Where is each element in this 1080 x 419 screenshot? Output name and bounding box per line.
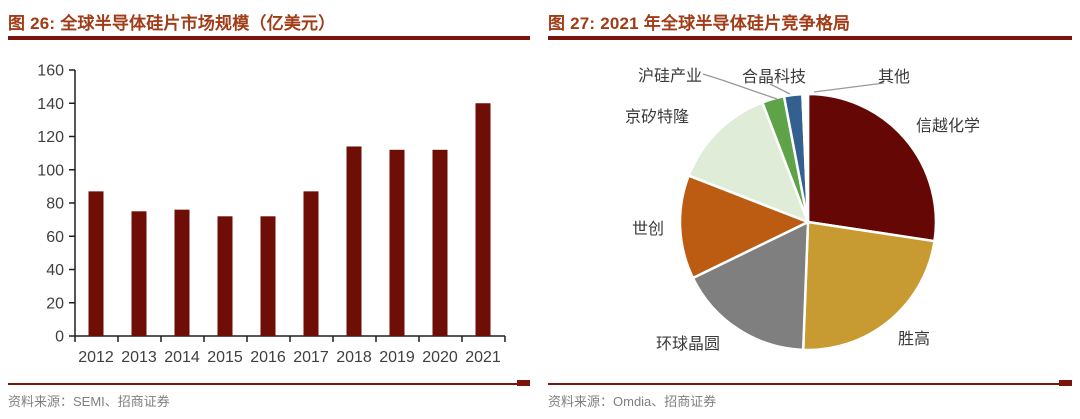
y-axis-tick-label: 20 (46, 295, 64, 312)
y-axis-tick-label: 120 (37, 129, 64, 146)
pie-label-3: 环球晶圆 (656, 336, 721, 353)
figure-27-source-rule (548, 380, 1072, 386)
pie-label-7: 合晶科技 (742, 69, 807, 86)
figure-27-title: 图 27: 2021 年全球半导体硅片竞争格局 (548, 14, 851, 33)
bar-2019 (389, 149, 405, 336)
x-axis-tick-label: 2013 (121, 349, 157, 366)
x-axis-tick-label: 2014 (164, 349, 200, 366)
x-axis-tick-label: 2017 (293, 349, 329, 366)
y-axis-tick-label: 80 (46, 196, 64, 213)
figure-26-rule-endcap (517, 380, 530, 386)
pie-leader-line-3 (813, 82, 885, 93)
pie-leader-line-2 (769, 83, 791, 95)
pie-slice-2 (801, 220, 936, 352)
pie-chart-figure-27 (678, 73, 938, 352)
figure-26-source-rule (8, 380, 530, 386)
figure-26-title-rule (8, 36, 530, 40)
bar-2013 (131, 211, 147, 336)
bar-chart-figure-26: 0 20 40 60 80 100 120 140 160 2012 2013 2014 2015 201… (37, 63, 506, 366)
y-axis-tick-label: 60 (46, 229, 64, 246)
pie-label-2: 胜高 (898, 331, 931, 348)
figure-27-source: 资料来源：Omdia、招商证券 (548, 394, 717, 409)
bar-2021 (475, 103, 491, 336)
figure-27-rule-endcap (1059, 380, 1072, 386)
bar-2014 (174, 209, 190, 336)
pie-label-6: 沪硅产业 (638, 68, 703, 85)
figure-26-panel: 图 26: 全球半导体硅片市场规模（亿美元） 0 20 40 60 80 100 120 14… (8, 0, 530, 419)
bar-2017 (303, 191, 319, 336)
x-axis-tick-label: 2012 (78, 349, 114, 366)
x-axis-tick-label: 2016 (250, 349, 286, 366)
y-axis-tick-label: 160 (37, 63, 64, 80)
y-axis-tick-label: 100 (37, 162, 64, 179)
x-axis-tick-label: 2020 (422, 349, 458, 366)
pie-label-8: 其他 (878, 69, 911, 86)
bar-2016 (260, 216, 276, 336)
figure-27-panel: 图 27: 2021 年全球半导体硅片竞争格局 信越化学胜高 环球晶圆 世创 京矽特隆… (548, 0, 1072, 419)
pie-label-5: 京矽特隆 (625, 109, 690, 126)
bar-2015 (217, 216, 233, 336)
pie-slice-1 (806, 92, 938, 243)
x-axis-tick-label: 2019 (379, 349, 415, 366)
pie-slice-3 (691, 219, 810, 352)
x-axis-tick-label: 2021 (465, 349, 501, 366)
figure-27-title-rule (548, 36, 1072, 40)
bar-2012 (88, 191, 104, 336)
y-axis-tick-label: 0 (55, 329, 64, 346)
y-axis-tick-label: 40 (46, 262, 64, 279)
pie-slice-8 (801, 92, 810, 223)
x-axis-tick-label: 2015 (207, 349, 243, 366)
pie-label-4: 世创 (632, 221, 665, 238)
pie-slice-5 (687, 100, 811, 225)
pie-label-1: 信越化学 (916, 118, 981, 135)
x-axis-tick-label: 2018 (336, 349, 372, 366)
figure-26-title: 图 26: 全球半导体硅片市场规模（亿美元） (8, 14, 336, 33)
bar-2020 (432, 149, 448, 336)
pie-leader-line-1 (702, 73, 778, 100)
figure-26-source: 资料来源：SEMI、招商证券 (8, 394, 170, 409)
pie-slice-4 (678, 173, 812, 280)
bar-2018 (346, 146, 362, 336)
y-axis-tick-label: 140 (37, 96, 64, 113)
